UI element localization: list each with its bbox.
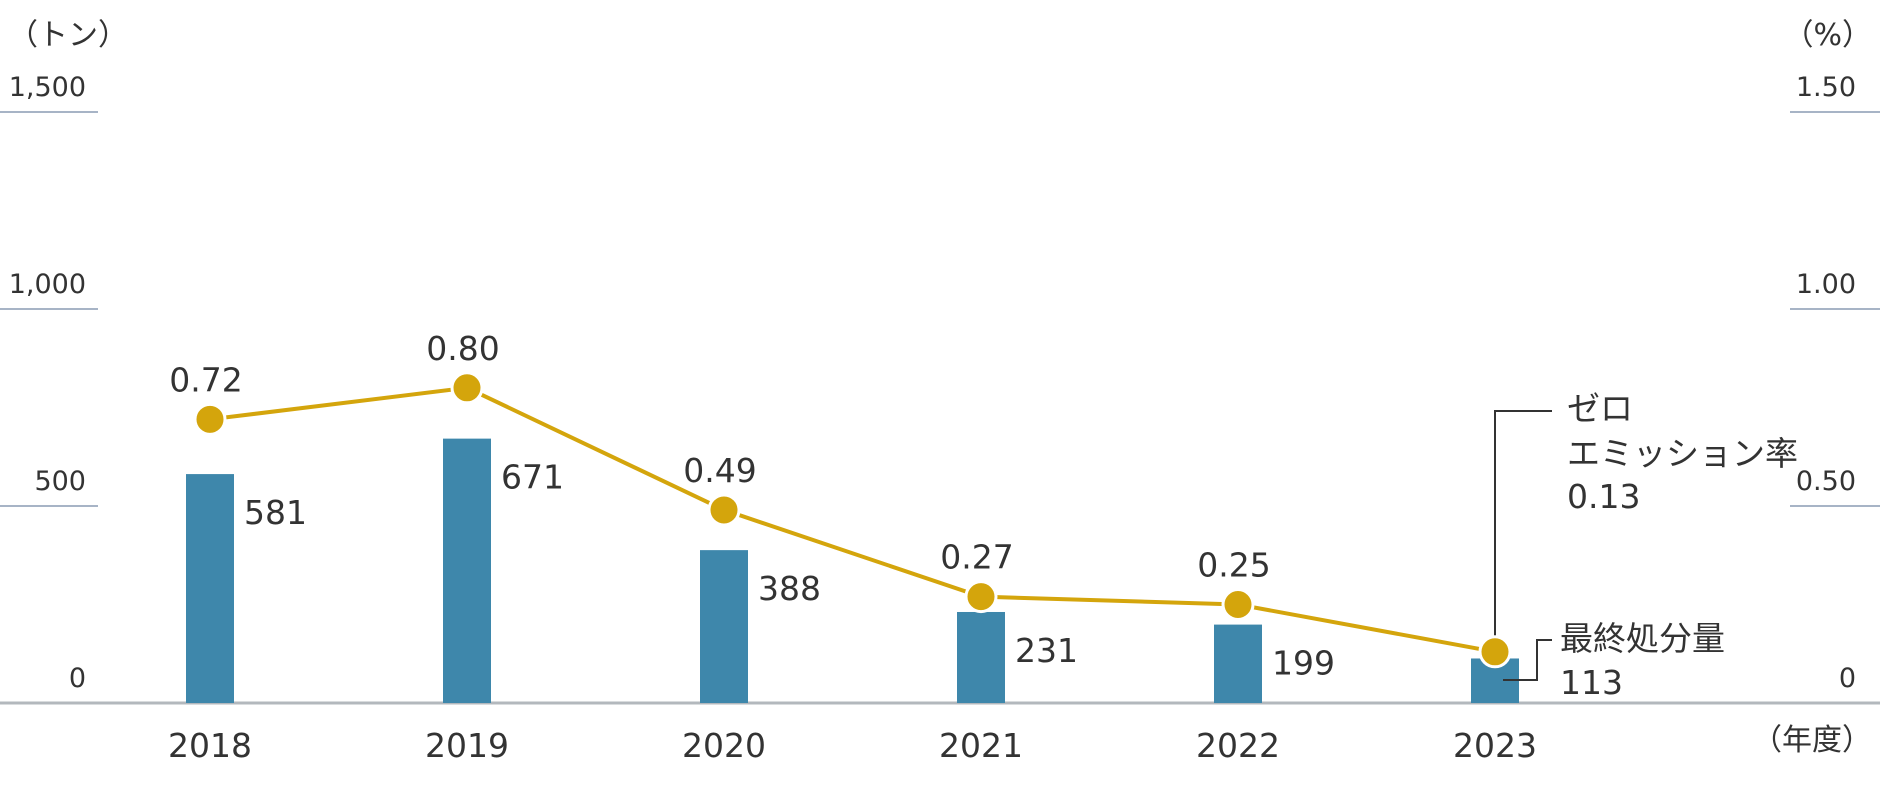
line-legend-leader bbox=[1494, 410, 1552, 638]
bar-value-label: 231 bbox=[1015, 631, 1078, 670]
line-path bbox=[209, 385, 1496, 654]
line-value-label: 0.80 bbox=[426, 329, 499, 368]
line-value-label: 0.27 bbox=[940, 538, 1013, 577]
line-legend-line1: ゼロ bbox=[1567, 389, 1633, 428]
bar-value-label: 388 bbox=[758, 569, 821, 608]
x-tick-label: 2019 bbox=[425, 726, 509, 765]
line-point bbox=[193, 402, 227, 436]
right-tick-label: 1.00 bbox=[1796, 269, 1856, 300]
line-value-label: 0.72 bbox=[169, 360, 242, 399]
right-axis-unit: （%） bbox=[1783, 18, 1872, 53]
bar bbox=[700, 550, 748, 703]
x-tick-label: 2022 bbox=[1196, 726, 1280, 765]
line-value-label: 0.25 bbox=[1197, 546, 1270, 585]
bar-legend-leader bbox=[1503, 639, 1552, 681]
bar bbox=[1214, 624, 1262, 703]
gridlines bbox=[0, 111, 1880, 507]
left-tick-label: 1,500 bbox=[9, 72, 86, 103]
line-point bbox=[1221, 588, 1255, 621]
x-tick-label: 2020 bbox=[682, 726, 766, 765]
labels: 0 0 500 0.50 1,000 1.00 1,500 1.50 581 671 388 231 1… bbox=[9, 72, 1856, 765]
line-point bbox=[1478, 635, 1512, 669]
line-value-label: 0.49 bbox=[683, 451, 756, 490]
x-axis-unit: （年度） bbox=[1752, 723, 1872, 758]
bar bbox=[957, 611, 1005, 703]
bar bbox=[443, 438, 491, 703]
x-tick-label: 2018 bbox=[168, 726, 252, 765]
line-legend-value: 0.13 bbox=[1567, 477, 1640, 516]
left-tick-label: 1,000 bbox=[9, 269, 86, 300]
left-tick-label: 500 bbox=[34, 466, 86, 497]
right-tick-label: 1.50 bbox=[1796, 72, 1856, 103]
bar bbox=[186, 474, 234, 703]
line-series bbox=[193, 371, 1552, 681]
x-tick-label: 2021 bbox=[939, 726, 1023, 765]
right-tick-label: 0.50 bbox=[1796, 466, 1856, 497]
line-legend-line2: エミッション率 bbox=[1567, 434, 1798, 473]
left-axis-unit: （トン） bbox=[8, 18, 128, 53]
right-tick-label: 0 bbox=[1839, 663, 1856, 694]
bar-value-label: 199 bbox=[1272, 644, 1335, 683]
bar-legend-value: 113 bbox=[1560, 663, 1623, 702]
bar-legend-label: 最終処分量 bbox=[1560, 619, 1725, 658]
bar-value-label: 671 bbox=[501, 458, 564, 497]
x-tick-label: 2023 bbox=[1453, 726, 1537, 765]
bar-value-label: 581 bbox=[244, 493, 307, 532]
line-point bbox=[450, 371, 484, 405]
line-point bbox=[707, 493, 741, 527]
left-tick-label: 0 bbox=[69, 663, 86, 694]
line-point bbox=[964, 580, 998, 614]
